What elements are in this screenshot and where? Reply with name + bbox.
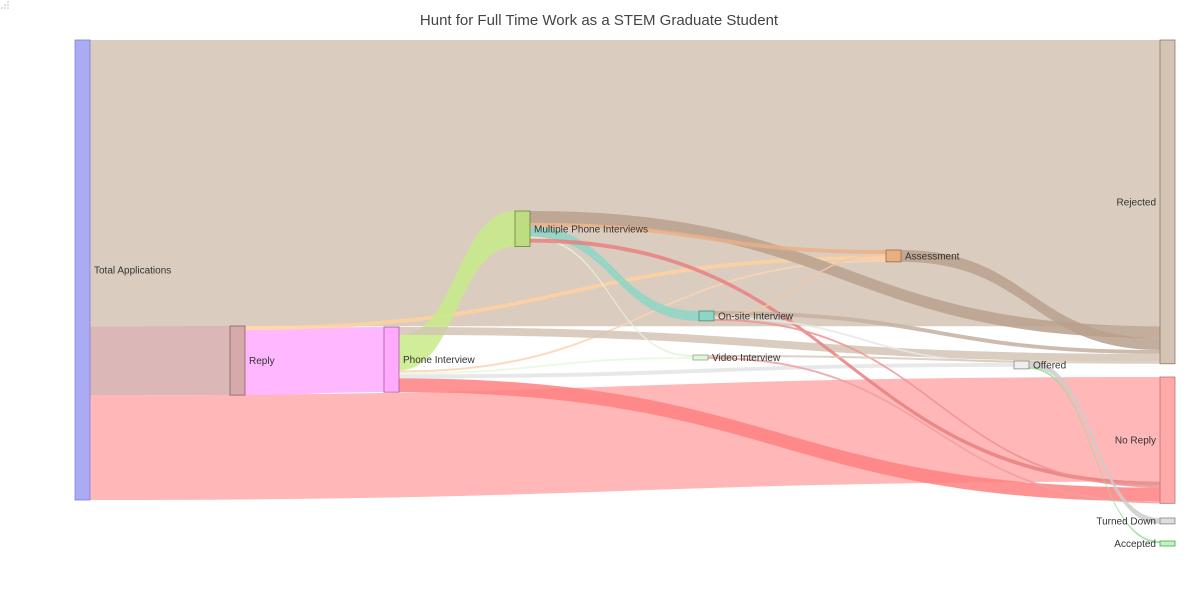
node-rejected[interactable]	[1159, 39, 1176, 365]
node-reply[interactable]	[229, 325, 246, 396]
node-label-reply: Reply	[249, 356, 275, 367]
link-phone-to-assess[interactable]	[399, 259, 886, 373]
link-phone-to-noreply[interactable]	[399, 378, 1160, 502]
node-label-total: Total Applications	[94, 266, 171, 277]
node-noreply[interactable]	[1159, 376, 1176, 504]
link-phone-to-video[interactable]	[399, 356, 693, 375]
node-label-video: Video Interview	[712, 353, 781, 364]
link-assess-to-rejected[interactable]	[901, 250, 1160, 350]
node-offered[interactable]	[1013, 360, 1030, 370]
node-assess[interactable]	[885, 249, 902, 263]
link-offered-to-accepted[interactable]	[1029, 366, 1160, 543]
chart-title: Hunt for Full Time Work as a STEM Gradua…	[419, 12, 779, 29]
node-turned[interactable]	[1159, 517, 1176, 525]
sankey-nodes	[74, 39, 1176, 547]
node-total[interactable]	[74, 39, 91, 501]
node-phone[interactable]	[383, 326, 400, 393]
link-multi-to-noreply[interactable]	[530, 238, 1160, 486]
link-phone-to-offered[interactable]	[399, 362, 1014, 379]
node-label-assess: Assessment	[905, 251, 960, 262]
link-onsite-to-rejected[interactable]	[714, 311, 1160, 354]
link-offered-to-turned[interactable]	[1029, 361, 1160, 524]
node-label-noreply: No Reply	[1115, 436, 1156, 447]
node-label-accepted: Accepted	[1114, 539, 1156, 550]
node-label-phone: Phone Interview	[403, 355, 475, 366]
link-phone-to-rejected[interactable]	[399, 327, 1160, 362]
link-video-to-rejected[interactable]	[708, 355, 1160, 364]
node-label-multi: Multiple Phone Interviews	[534, 224, 648, 235]
node-label-onsite: On-site Interview	[718, 311, 794, 322]
link-onsite-to-noreply[interactable]	[714, 318, 1160, 488]
link-onsite-to-offered[interactable]	[714, 316, 1014, 363]
link-onsite-to-assess[interactable]	[714, 253, 886, 317]
link-multi-to-assess[interactable]	[530, 222, 886, 254]
node-video[interactable]	[692, 354, 709, 361]
link-multi-to-onsite[interactable]	[530, 226, 699, 321]
sankey-links	[90, 40, 1160, 543]
node-label-rejected: Rejected	[1117, 197, 1156, 208]
node-label-offered: Offered	[1033, 360, 1066, 371]
link-reply-to-assess[interactable]	[245, 255, 886, 330]
node-accepted[interactable]	[1159, 540, 1176, 547]
node-label-turned: Turned Down	[1096, 516, 1156, 527]
link-multi-to-rejected[interactable]	[530, 211, 1160, 339]
link-total-to-reply[interactable]	[90, 326, 230, 396]
node-onsite[interactable]	[698, 310, 715, 322]
node-multi[interactable]	[514, 210, 531, 247]
sankey-labels: Total Applications Reply Phone Interview Mu…	[94, 197, 1156, 550]
resize-grip-icon[interactable]	[0, 0, 10, 10]
link-video-to-noreply[interactable]	[708, 356, 1160, 504]
link-reply-to-phone[interactable]	[245, 327, 384, 396]
link-multi-to-video[interactable]	[530, 236, 693, 357]
